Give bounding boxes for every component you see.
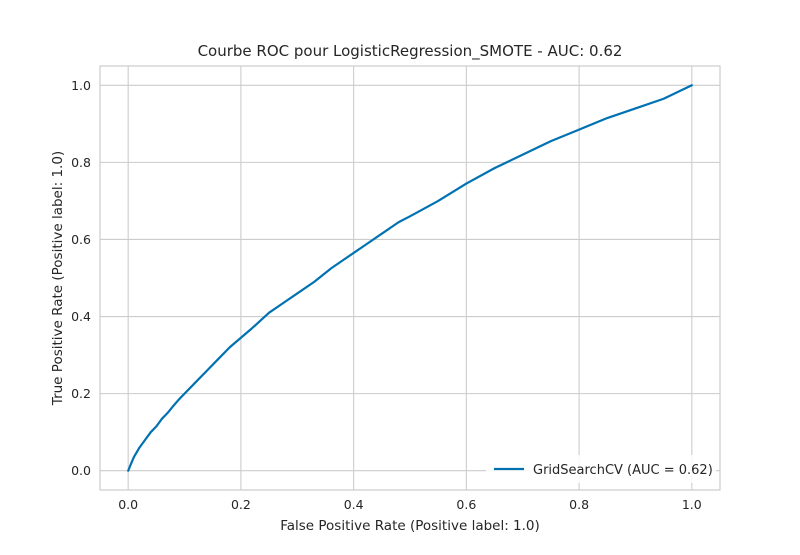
- plot-frame: [99, 65, 721, 491]
- legend-label: GridSearchCV (AUC = 0.62): [533, 463, 713, 478]
- y-tick-label: 0.2: [71, 386, 91, 401]
- legend: GridSearchCV (AUC = 0.62): [486, 455, 716, 483]
- x-tick-label: 1.0: [682, 497, 702, 512]
- y-tick-label: 0.0: [71, 463, 91, 478]
- x-tick-label: 0.2: [231, 497, 251, 512]
- x-axis-label: False Positive Rate (Positive label: 1.0…: [280, 518, 540, 534]
- axis-ticks: 0.0 0.2 0.4 0.6 0.8 1.0 0.0 0.2 0.4 0.6 0.8 1.0: [71, 78, 702, 512]
- y-tick-label: 0.8: [71, 155, 91, 170]
- chart-title: Courbe ROC pour LogisticRegression_SMOTE…: [198, 42, 623, 61]
- x-tick-label: 0.6: [456, 497, 476, 512]
- plot-area: [100, 66, 720, 490]
- x-tick-label: 0.4: [344, 497, 364, 512]
- x-tick-label: 0.0: [118, 497, 138, 512]
- y-tick-label: 1.0: [71, 78, 91, 93]
- y-tick-label: 0.6: [71, 232, 91, 247]
- series-layer: [127, 84, 693, 472]
- grid-lines: [100, 66, 720, 490]
- legend-box: [486, 455, 716, 483]
- y-axis-label: True Positive Rate (Positive label: 1.0): [50, 151, 66, 406]
- x-tick-label: 0.8: [569, 497, 589, 512]
- roc-curve-line: [127, 84, 693, 472]
- y-tick-label: 0.4: [71, 309, 91, 324]
